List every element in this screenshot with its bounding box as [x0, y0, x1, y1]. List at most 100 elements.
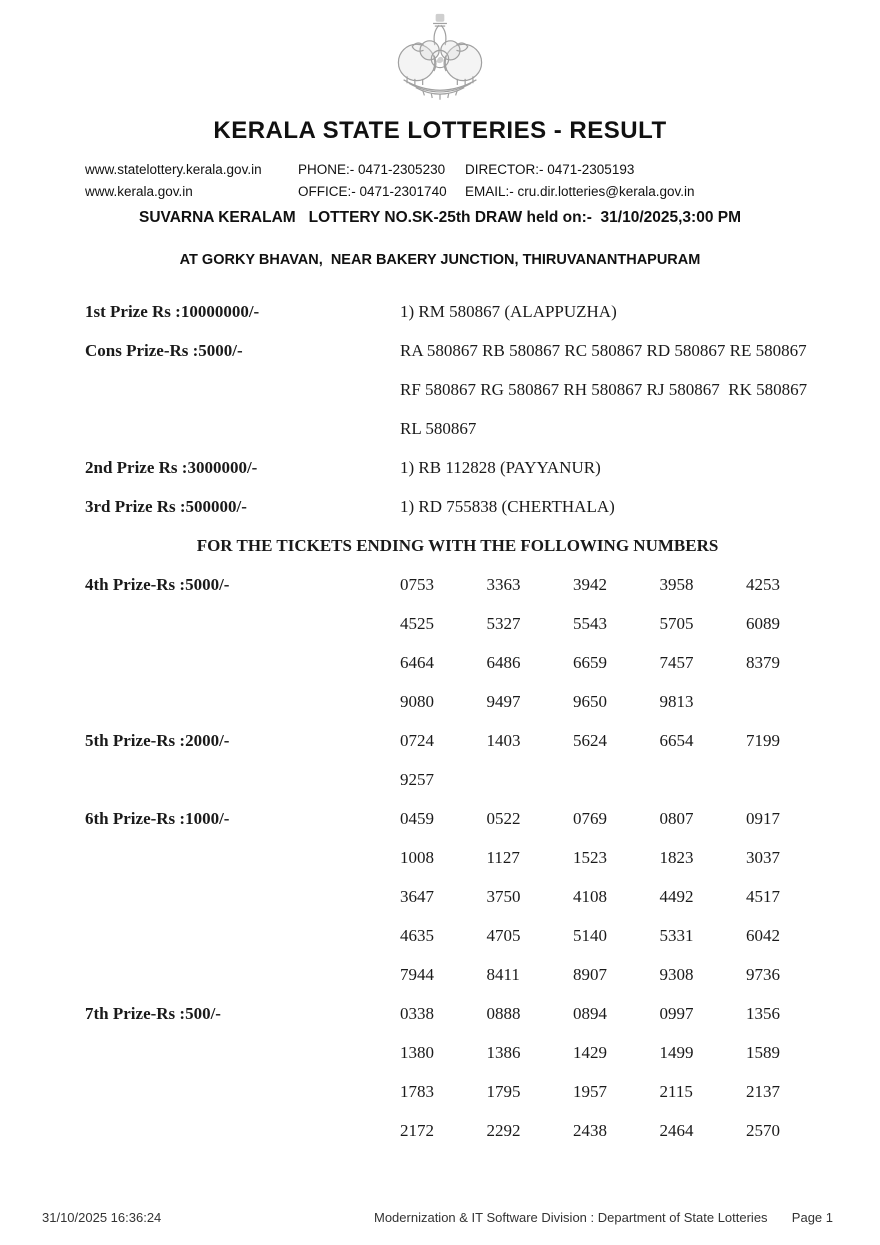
ending-number: 1127: [486, 848, 520, 867]
website-statelottery: www.statelottery.kerala.gov.in: [85, 162, 262, 177]
ending-number: 1008: [400, 848, 434, 867]
ending-number: 4635: [400, 926, 434, 945]
prize-label: 1st Prize Rs :10000000/-: [85, 302, 260, 321]
ending-number: 3363: [486, 575, 521, 594]
ending-number: 1589: [746, 1043, 780, 1062]
ending-number: 2292: [486, 1121, 521, 1140]
ending-number: 1429: [573, 1043, 607, 1062]
draw-title-line: SUVARNA KERALAM LOTTERY NO.SK-25th DRAW …: [138, 209, 741, 226]
prize-listings: 1st Prize Rs :10000000/- 1) RM 580867 (AL…: [0, 292, 880, 1150]
prize-winning-numbers: 1) RD 755838 (CHERTHALA): [400, 487, 830, 526]
ending-number: 0459: [400, 809, 434, 828]
ending-number: 1380: [400, 1043, 434, 1062]
ending-number: 1783: [400, 1082, 434, 1101]
ending-number: 1823: [659, 848, 694, 867]
ending-number: 7457: [659, 653, 694, 672]
ending-number: 7944: [400, 965, 434, 984]
prize-label: 6th Prize-Rs :1000/-: [85, 809, 230, 828]
prize-label: Cons Prize-Rs :5000/-: [85, 341, 243, 360]
ending-number: 0769: [573, 809, 607, 828]
kerala-emblem-icon: [397, 13, 483, 100]
ending-number: 0888: [486, 1004, 521, 1023]
ending-number: 6486: [486, 653, 521, 672]
ending-number: 9650: [573, 692, 607, 711]
ending-number: 0724: [400, 731, 434, 750]
ending-number: 8411: [486, 965, 520, 984]
prize-label: 7th Prize-Rs :500/-: [85, 1004, 221, 1023]
footer-timestamp: 31/10/2025 16:36:24: [42, 1210, 162, 1225]
ending-number: 9497: [486, 692, 521, 711]
ending-prizes: 4th Prize-Rs :5000/- 0753 3363 3942 3958 4253…: [0, 565, 880, 1150]
ending-number: 3647: [400, 887, 434, 906]
ending-number: 7199: [746, 731, 780, 750]
top-prizes: 1st Prize Rs :10000000/- 1) RM 580867 (AL…: [0, 292, 880, 526]
page-title: KERALA STATE LOTTERIES - RESULT: [213, 117, 667, 144]
ending-number: 5331: [659, 926, 694, 945]
ending-number: 5543: [573, 614, 607, 633]
ending-numbers-grid: 0753 3363 3942 3958 4253 4525 5327 5543 5705 6089…: [400, 565, 833, 721]
ending-number: 0522: [486, 809, 521, 828]
ending-number: 5327: [486, 614, 521, 633]
ending-number: 5705: [659, 614, 694, 633]
prize-line: 1) RD 755838 (CHERTHALA): [400, 497, 615, 516]
ending-number: 0917: [746, 809, 780, 828]
phone-number: PHONE:- 0471-2305230: [298, 162, 446, 177]
office-number: OFFICE:- 0471-2301740: [298, 184, 447, 199]
ending-number: 6659: [573, 653, 607, 672]
ending-number: 0997: [659, 1004, 694, 1023]
ending-number: 9736: [746, 965, 780, 984]
prize-row: 1st Prize Rs :10000000/- 1) RM 580867 (AL…: [0, 292, 880, 331]
ending-number: 1499: [659, 1043, 694, 1062]
ending-number: 6464: [400, 653, 434, 672]
prize-row: 2nd Prize Rs :3000000/- 1) RB 112828 (PAY…: [0, 448, 880, 487]
ending-number: 5140: [573, 926, 607, 945]
ending-number: 0894: [573, 1004, 607, 1023]
ending-number: 3958: [659, 575, 694, 594]
prize-winning-numbers: 1) RB 112828 (PAYYANUR): [400, 448, 830, 487]
email-address: EMAIL:- cru.dir.lotteries@kerala.gov.in: [465, 184, 695, 199]
ending-number: 8907: [573, 965, 607, 984]
ending-number: 0807: [659, 809, 694, 828]
ending-number: 9308: [659, 965, 694, 984]
ending-number: 6654: [659, 731, 694, 750]
ending-number: 2172: [400, 1121, 434, 1140]
prize-line: 1) RB 112828 (PAYYANUR): [400, 458, 601, 477]
ending-number: 9257: [400, 770, 434, 789]
director-number: DIRECTOR:- 0471-2305193: [465, 162, 635, 177]
ending-number: 0753: [400, 575, 434, 594]
ending-number: 4108: [573, 887, 607, 906]
ending-number: 2137: [746, 1082, 780, 1101]
ending-number: 9813: [659, 692, 694, 711]
prize-line: RL 580867: [400, 419, 477, 438]
ending-number: 1957: [573, 1082, 607, 1101]
venue-line: AT GORKY BHAVAN, NEAR BAKERY JUNCTION, T…: [179, 252, 701, 268]
ending-number: 5624: [573, 731, 607, 750]
ending-number: 2570: [746, 1121, 780, 1140]
ending-number: 1523: [573, 848, 607, 867]
ending-number: 4492: [659, 887, 694, 906]
section-heading: FOR THE TICKETS ENDING WITH THE FOLLOWIN…: [196, 536, 719, 555]
prize-winning-numbers: 1) RM 580867 (ALAPPUZHA): [400, 292, 830, 331]
ending-number: 1795: [486, 1082, 521, 1101]
prize-row: 4th Prize-Rs :5000/- 0753 3363 3942 3958 4253…: [0, 565, 880, 721]
prize-label: 3rd Prize Rs :500000/-: [85, 497, 247, 516]
prize-row: 6th Prize-Rs :1000/- 0459 0522 0769 0807 0917…: [0, 799, 880, 994]
ending-number: 4517: [746, 887, 780, 906]
ending-number: 8379: [746, 653, 780, 672]
prize-row: 5th Prize-Rs :2000/- 0724 1403 5624 6654 7199…: [0, 721, 880, 799]
ending-numbers-grid: 0459 0522 0769 0807 0917 1008 1127 1523 1823 3037…: [400, 799, 833, 994]
ending-number: 2438: [573, 1121, 607, 1140]
ending-number: 3942: [573, 575, 607, 594]
prize-label: 5th Prize-Rs :2000/-: [85, 731, 230, 750]
website-kerala: www.kerala.gov.in: [85, 184, 193, 199]
ending-number: 6089: [746, 614, 780, 633]
ending-number: 3037: [746, 848, 780, 867]
ending-number: 9080: [400, 692, 434, 711]
ending-number: 1356: [746, 1004, 780, 1023]
ending-number: 6042: [746, 926, 780, 945]
prize-label: 2nd Prize Rs :3000000/-: [85, 458, 258, 477]
ending-number: 3750: [486, 887, 521, 906]
ending-number: 2115: [659, 1082, 693, 1101]
prize-label: 4th Prize-Rs :5000/-: [85, 575, 230, 594]
